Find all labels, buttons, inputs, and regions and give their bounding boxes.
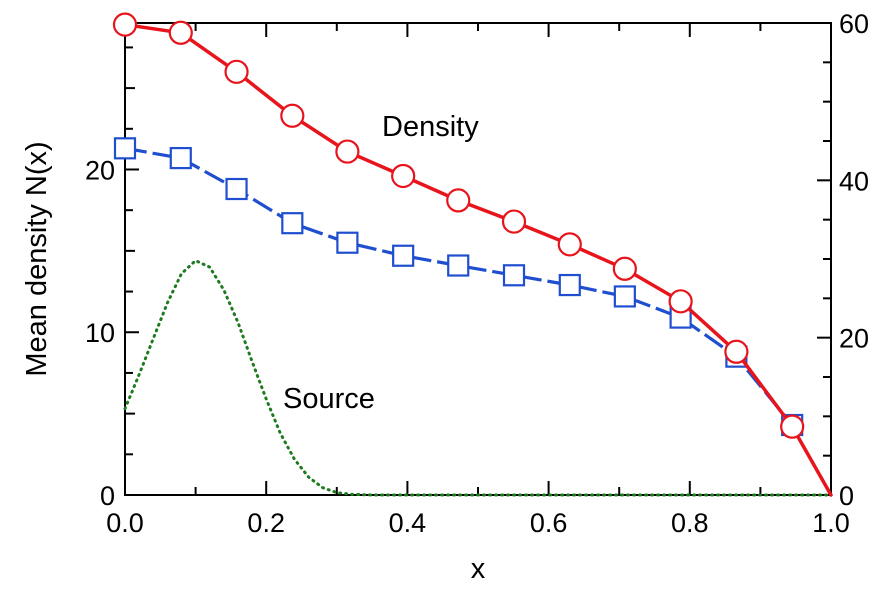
data-point-square	[225, 177, 248, 201]
y-tick-label: 10	[85, 318, 115, 348]
data-point-circle	[557, 232, 582, 257]
density-annotation: Density	[382, 111, 479, 143]
source-annotation: Source	[283, 383, 375, 415]
data-point-square	[336, 231, 359, 254]
data-point-circle	[168, 20, 193, 45]
x-axis-ticks: 0.0 0.2 0.4 0.6 0.8 1.0	[106, 23, 850, 538]
x-tick-label: 1.0	[812, 508, 850, 538]
data-point-square	[113, 137, 137, 160]
data-point-square	[502, 264, 526, 287]
y-tick-label: 0	[100, 481, 115, 511]
data-point-square	[392, 244, 415, 267]
x-tick-label: 0.4	[389, 508, 427, 538]
data-point-square	[558, 273, 581, 297]
data-point-circle	[612, 256, 637, 281]
x-tick-label: 0.2	[247, 508, 285, 538]
series-layer	[112, 12, 833, 497]
data-point-square	[613, 285, 636, 308]
y2-axis-ticks: 0 20 40 60	[817, 9, 869, 511]
data-point-circle	[391, 163, 416, 189]
x-axis-title: x	[471, 553, 486, 585]
series-line-dotted	[123, 259, 833, 497]
data-point-circle	[724, 339, 749, 364]
series-line-solid	[123, 22, 833, 497]
data-point-circle	[668, 289, 693, 314]
data-point-circle	[335, 139, 360, 164]
data-point-circle	[446, 188, 471, 213]
data-point-circle	[112, 12, 138, 37]
data-point-square	[447, 254, 470, 277]
x-tick-label: 0.6	[530, 508, 568, 538]
y-tick-label: 20	[85, 155, 115, 185]
plot-frame	[124, 22, 832, 496]
x-tick-label: 0.8	[671, 508, 709, 538]
x-tick-label: 0.0	[106, 508, 144, 538]
data-point-square	[169, 146, 192, 170]
data-point-circle	[280, 103, 305, 128]
y2-tick-label: 40	[839, 166, 869, 196]
data-point-circle	[224, 59, 249, 84]
y2-tick-label: 0	[839, 481, 854, 511]
y2-tick-label: 20	[839, 324, 869, 354]
y-axis-ticks: 0 10 20	[85, 46, 139, 511]
data-point-circle	[780, 414, 805, 439]
y-axis-title: Mean density N(x)	[21, 141, 53, 376]
data-point-square	[281, 212, 304, 235]
y2-tick-label: 60	[839, 9, 869, 39]
data-point-circle	[501, 209, 527, 234]
